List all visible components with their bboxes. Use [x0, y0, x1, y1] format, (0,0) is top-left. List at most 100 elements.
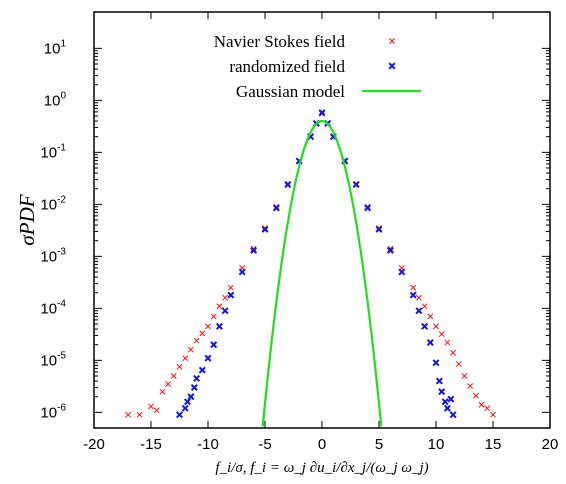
data-point — [216, 303, 223, 310]
y-tick-label: 100 — [44, 90, 67, 109]
x-tick-labels: -20 -15 -10 -5 0 5 10 15 20 — [83, 436, 558, 453]
data-point — [165, 381, 172, 388]
gaussian-curve — [261, 119, 383, 427]
y-axis-title: σPDF — [15, 194, 39, 245]
data-point — [421, 303, 428, 310]
data-point — [136, 411, 143, 418]
data-point — [433, 323, 439, 330]
data-point — [204, 354, 212, 362]
data-point — [176, 363, 183, 370]
data-point — [386, 246, 394, 254]
y-tick-label: 10-3 — [40, 246, 66, 265]
y-tick-label: 10-1 — [40, 142, 66, 161]
y-tick-label: 10-6 — [40, 402, 66, 421]
y-tick-exponent: -2 — [57, 194, 66, 205]
data-point — [478, 401, 485, 408]
data-point — [364, 204, 372, 212]
data-point — [387, 245, 394, 252]
y-tick-exponent: -1 — [57, 142, 66, 153]
legend-label: Navier Stokes field — [214, 32, 346, 51]
data-point — [261, 225, 269, 233]
data-point — [221, 307, 229, 315]
legend-swatch — [388, 62, 396, 70]
data-point — [421, 322, 429, 330]
y-tick-exponent: 0 — [60, 90, 66, 101]
data-point — [438, 388, 446, 396]
data-point — [210, 341, 218, 349]
data-point — [375, 225, 383, 233]
data-point — [125, 411, 132, 418]
data-point — [318, 109, 326, 117]
data-point — [153, 407, 160, 414]
y-tick-label: 101 — [44, 38, 67, 57]
series-layer — [125, 109, 496, 427]
data-point — [447, 395, 455, 403]
legend-label: randomized field — [229, 57, 345, 76]
data-point — [443, 404, 451, 412]
x-tick-label: -20 — [83, 436, 105, 453]
data-point — [435, 377, 443, 385]
data-point — [284, 181, 292, 189]
data-point — [409, 291, 417, 299]
x-axis-title: f_i/σ, f_i = ω_j ∂u_i/∂x_j/(ω_j ω_j) — [215, 460, 428, 476]
data-point — [472, 392, 479, 399]
data-point — [352, 181, 360, 189]
data-point — [444, 339, 451, 346]
data-point — [199, 330, 206, 337]
data-point — [238, 268, 246, 276]
x-tick-label: 20 — [542, 436, 559, 453]
y-tick-exponent: 1 — [60, 38, 66, 49]
y-tick-base: 10 — [40, 196, 57, 213]
data-point — [272, 204, 280, 212]
data-point — [410, 284, 417, 291]
data-point — [455, 361, 462, 367]
data-point — [198, 366, 206, 374]
x-tick-label: 10 — [428, 436, 445, 453]
data-point — [181, 404, 189, 412]
data-point — [450, 349, 457, 356]
x-tick-label: 5 — [375, 436, 383, 453]
y-tick-base: 10 — [40, 404, 57, 421]
x-tick-label: 0 — [318, 436, 326, 453]
data-point — [449, 411, 457, 419]
y-tick-exponent: -4 — [57, 298, 66, 309]
data-point — [193, 337, 200, 344]
y-tick-base: 10 — [40, 144, 57, 161]
legend-swatch — [389, 38, 395, 44]
data-point — [484, 405, 491, 412]
data-point — [490, 411, 496, 418]
data-point — [432, 359, 440, 367]
data-point — [426, 339, 434, 347]
data-point — [182, 355, 189, 362]
data-point — [227, 284, 234, 291]
y-tick-base: 10 — [44, 40, 61, 57]
x-tick-label: -15 — [140, 436, 162, 453]
data-point — [193, 374, 201, 382]
y-tick-base: 10 — [40, 300, 57, 317]
data-point — [467, 383, 474, 390]
data-point — [250, 246, 258, 254]
data-point — [187, 346, 194, 353]
y-tick-exponent: -3 — [57, 246, 66, 257]
data-point — [398, 268, 406, 276]
series-navier-stokes-field — [125, 110, 496, 418]
data-point — [415, 294, 422, 301]
data-point — [187, 393, 195, 401]
data-point — [190, 384, 198, 392]
data-point — [159, 388, 166, 395]
data-point — [170, 373, 177, 379]
y-tick-base: 10 — [40, 248, 57, 265]
plot-frame — [93, 11, 551, 429]
data-point — [415, 307, 423, 315]
data-point — [222, 294, 229, 301]
y-tick-label: 10-5 — [40, 350, 66, 369]
data-point — [461, 373, 468, 379]
data-point — [427, 313, 434, 320]
y-tick-base: 10 — [44, 92, 61, 109]
x-tick-label: -5 — [258, 436, 271, 453]
data-point — [148, 403, 154, 410]
x-tick-label: 15 — [485, 436, 502, 453]
data-point — [210, 313, 217, 320]
data-point — [227, 291, 235, 299]
